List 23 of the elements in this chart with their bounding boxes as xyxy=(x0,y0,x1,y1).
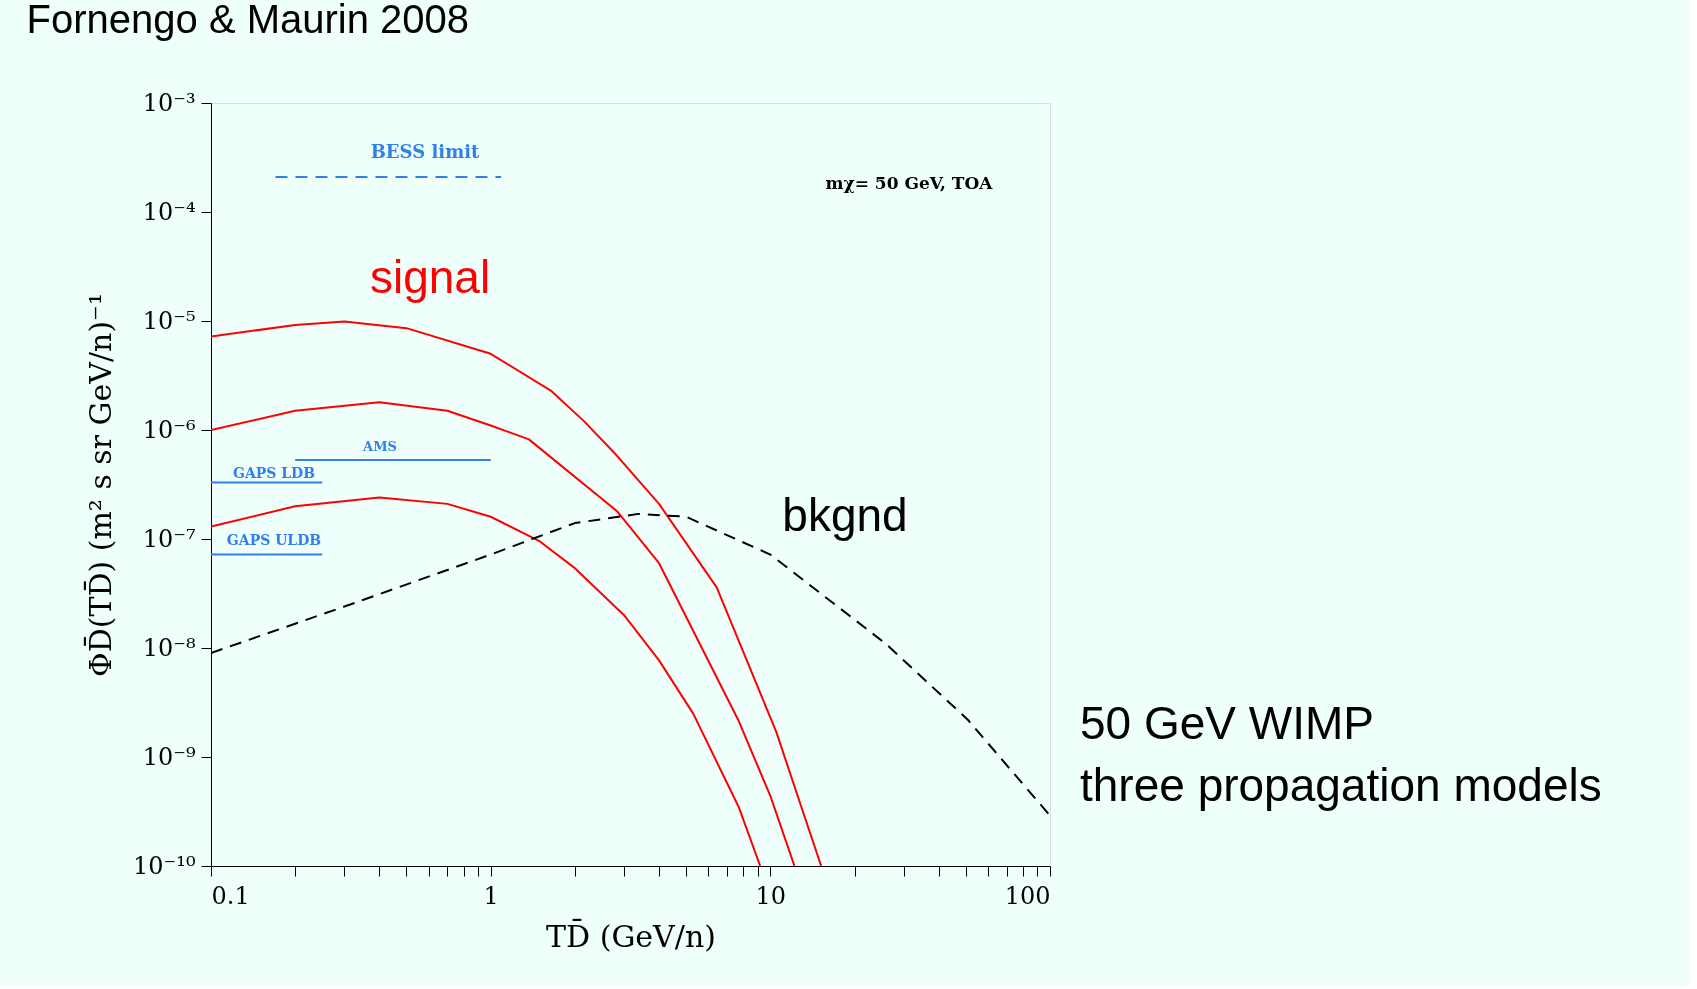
y-tick-label: 10⁻⁸ xyxy=(142,633,196,662)
annotation: mχ= 50 GeV, TOA xyxy=(825,173,994,193)
x-axis-title: TD̄ (GeV/n) xyxy=(546,918,716,954)
y-tick-label: 10⁻³ xyxy=(142,88,196,117)
y-tick-label: 10⁻⁶ xyxy=(142,415,196,444)
x-tick-label: 1 xyxy=(483,881,499,910)
annotation: GAPS ULDB xyxy=(226,532,322,548)
y-tick-label: 10⁻⁷ xyxy=(142,524,196,553)
annotation: BESS limit xyxy=(370,141,481,162)
annotation: GAPS LDB xyxy=(232,465,316,481)
annotation: bkgnd xyxy=(782,489,908,541)
chart-title: Fornengo & Maurin 2008 xyxy=(26,0,470,41)
y-tick-label: 10⁻⁹ xyxy=(142,742,196,771)
y-axis-title: ΦD̄(TD̄) (m² s sr GeV/n)⁻¹ xyxy=(82,293,119,677)
annotation: AMS xyxy=(362,439,397,454)
y-tick-label: 10⁻⁵ xyxy=(142,306,196,335)
x-tick-label: 0.1 xyxy=(211,881,250,910)
x-tick-label: 10 xyxy=(755,881,787,910)
y-tick-label: 10⁻⁴ xyxy=(142,197,196,226)
x-tick-label: 100 xyxy=(1004,881,1051,910)
text: 50 GeV WIMP three propagation models xyxy=(1080,697,1602,811)
annotation: signal xyxy=(369,251,491,303)
y-tick-label: 10⁻¹⁰ xyxy=(133,851,196,880)
